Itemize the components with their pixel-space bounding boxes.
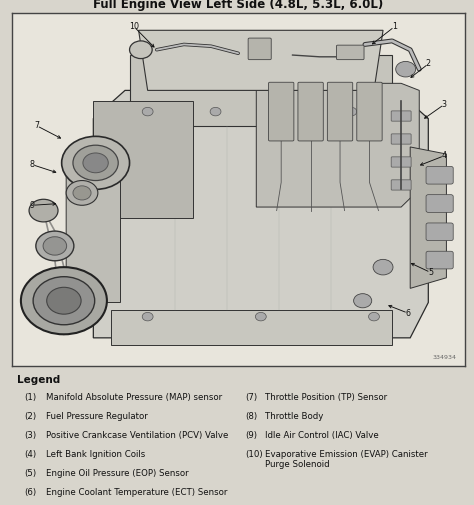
Polygon shape <box>129 55 392 126</box>
FancyBboxPatch shape <box>426 195 453 212</box>
FancyBboxPatch shape <box>391 180 411 190</box>
Text: 9: 9 <box>30 201 35 210</box>
Polygon shape <box>93 101 193 218</box>
Circle shape <box>142 108 153 116</box>
Title: Full Engine View Left Side (4.8L, 5.3L, 6.0L): Full Engine View Left Side (4.8L, 5.3L, … <box>93 0 383 12</box>
Polygon shape <box>256 83 419 207</box>
Polygon shape <box>410 147 447 288</box>
Circle shape <box>278 108 289 116</box>
FancyBboxPatch shape <box>391 157 411 167</box>
FancyBboxPatch shape <box>391 111 411 121</box>
Text: (3): (3) <box>25 431 36 440</box>
Text: Throttle Position (TP) Sensor: Throttle Position (TP) Sensor <box>265 393 387 402</box>
Text: 6: 6 <box>405 309 410 318</box>
Circle shape <box>43 237 67 255</box>
Text: (4): (4) <box>25 450 36 459</box>
FancyBboxPatch shape <box>426 223 453 241</box>
Circle shape <box>129 41 152 59</box>
Text: (9): (9) <box>245 431 257 440</box>
Text: (1): (1) <box>25 393 36 402</box>
Circle shape <box>346 108 357 116</box>
FancyBboxPatch shape <box>268 82 294 141</box>
Polygon shape <box>138 30 383 90</box>
Text: (8): (8) <box>245 412 257 421</box>
Text: (10): (10) <box>245 450 263 459</box>
Circle shape <box>354 294 372 308</box>
Text: 3: 3 <box>442 100 447 109</box>
Text: Engine Coolant Temperature (ECT) Sensor: Engine Coolant Temperature (ECT) Sensor <box>46 488 227 497</box>
Text: Evaporative Emission (EVAP) Canister
Purge Solenoid: Evaporative Emission (EVAP) Canister Pur… <box>265 450 428 469</box>
FancyBboxPatch shape <box>298 82 323 141</box>
Text: 8: 8 <box>30 160 35 169</box>
Text: 10: 10 <box>129 22 139 31</box>
Circle shape <box>83 153 108 173</box>
Circle shape <box>369 313 379 321</box>
Text: 4: 4 <box>442 152 447 160</box>
Circle shape <box>142 313 153 321</box>
Text: (5): (5) <box>25 469 36 478</box>
Text: (7): (7) <box>245 393 257 402</box>
FancyBboxPatch shape <box>328 82 353 141</box>
Text: Positive Crankcase Ventilation (PCV) Valve: Positive Crankcase Ventilation (PCV) Val… <box>46 431 228 440</box>
Circle shape <box>210 108 221 116</box>
FancyBboxPatch shape <box>357 82 382 141</box>
Text: (2): (2) <box>25 412 36 421</box>
Text: 334934: 334934 <box>432 355 456 360</box>
Circle shape <box>29 199 58 222</box>
Circle shape <box>62 136 129 189</box>
Text: 2: 2 <box>426 60 431 68</box>
FancyBboxPatch shape <box>426 251 453 269</box>
Text: (6): (6) <box>25 488 36 497</box>
Text: Idle Air Control (IAC) Valve: Idle Air Control (IAC) Valve <box>265 431 379 440</box>
Circle shape <box>21 267 107 334</box>
Text: 1: 1 <box>392 22 397 31</box>
Text: Engine Oil Pressure (EOP) Sensor: Engine Oil Pressure (EOP) Sensor <box>46 469 189 478</box>
Circle shape <box>373 260 393 275</box>
Circle shape <box>396 62 416 77</box>
Polygon shape <box>111 310 392 345</box>
Polygon shape <box>93 90 428 338</box>
FancyBboxPatch shape <box>337 45 364 60</box>
FancyBboxPatch shape <box>248 38 271 60</box>
Text: Left Bank Ignition Coils: Left Bank Ignition Coils <box>46 450 145 459</box>
Circle shape <box>66 180 98 205</box>
Text: Legend: Legend <box>17 375 61 385</box>
Circle shape <box>47 287 81 314</box>
Circle shape <box>33 277 95 325</box>
FancyBboxPatch shape <box>391 134 411 144</box>
Text: 7: 7 <box>34 121 39 130</box>
Circle shape <box>255 313 266 321</box>
Text: 5: 5 <box>428 268 433 277</box>
Polygon shape <box>66 154 120 302</box>
Text: Throttle Body: Throttle Body <box>265 412 324 421</box>
Circle shape <box>73 186 91 200</box>
Circle shape <box>36 231 74 261</box>
Circle shape <box>73 145 118 181</box>
FancyBboxPatch shape <box>426 166 453 184</box>
Text: Manifold Absolute Pressure (MAP) sensor: Manifold Absolute Pressure (MAP) sensor <box>46 393 222 402</box>
Text: Fuel Pressure Regulator: Fuel Pressure Regulator <box>46 412 147 421</box>
